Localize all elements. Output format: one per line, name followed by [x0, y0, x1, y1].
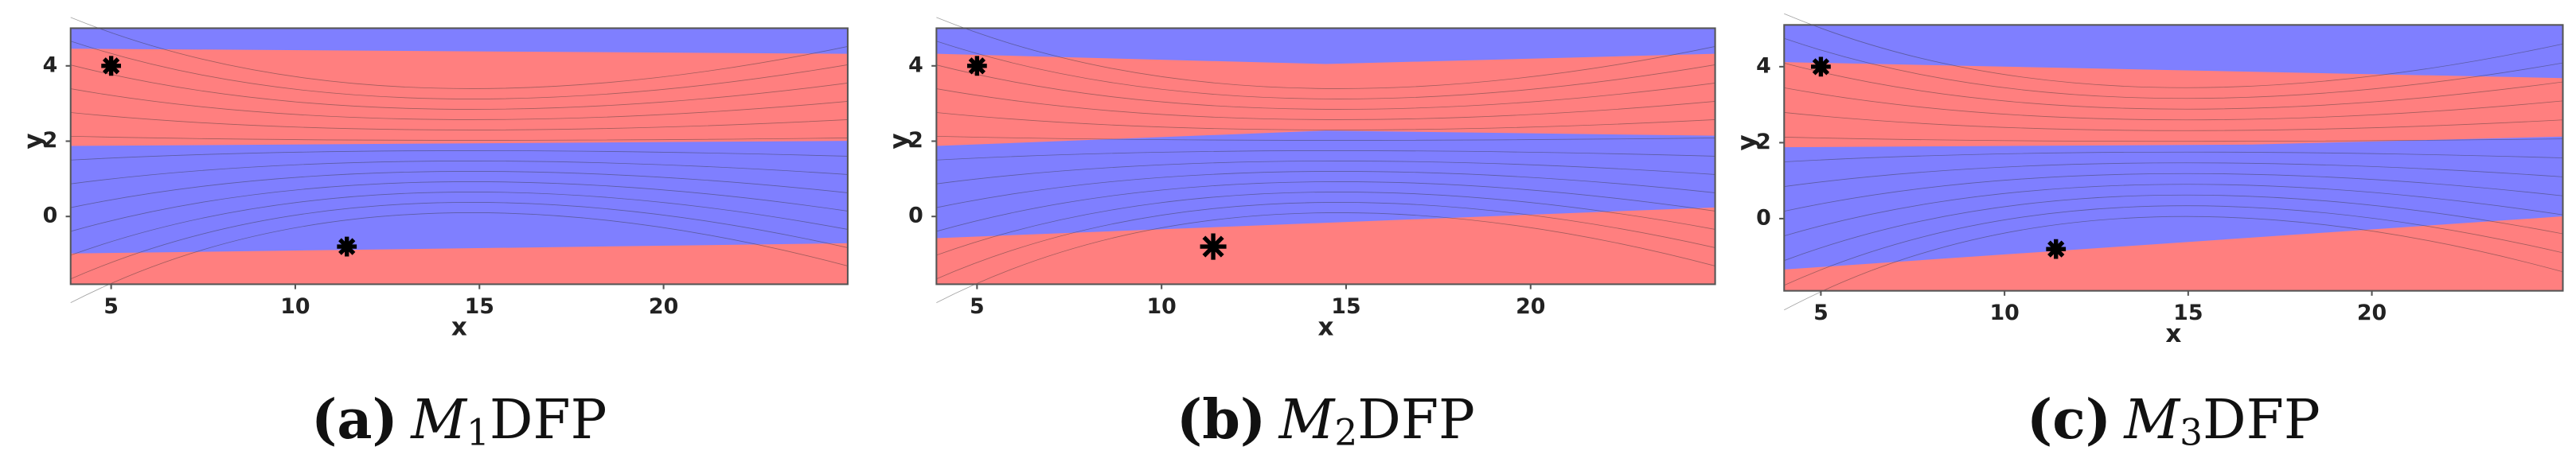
plot-frame: [1783, 24, 2564, 292]
contour-line: [70, 112, 848, 130]
caption-suffix: DFP: [1357, 388, 1475, 451]
caption: (c) M3DFP: [2027, 387, 2320, 453]
y-tick-label: 0: [1756, 205, 1771, 230]
caption-symbol: M: [1278, 388, 1337, 451]
x-tick-label: 15: [2173, 301, 2203, 325]
contour-line: [936, 17, 1715, 89]
contour-line: [936, 112, 1715, 130]
contour-line: [1784, 205, 2563, 286]
caption-suffix: DFP: [2203, 388, 2320, 451]
caption-suffix: DFP: [490, 388, 607, 451]
contour-line: [70, 192, 848, 256]
caption-label: (a): [311, 387, 398, 451]
contour-line: [70, 212, 849, 304]
contour-line: [936, 161, 1715, 185]
contour-line: [1784, 13, 2563, 88]
x-tick-label: 5: [970, 294, 985, 319]
contour-line: [936, 88, 1715, 120]
caption: (a) M1DFP: [311, 387, 607, 453]
contour-line: [1784, 151, 2563, 162]
contour-line: [936, 212, 1715, 304]
basin-region: [1784, 216, 2563, 291]
caption-subscript: 2: [1334, 411, 1357, 453]
y-tick-label: 2: [908, 128, 923, 153]
contour-line: [70, 135, 848, 141]
contour-line: [1784, 37, 2563, 99]
contour-line: [936, 41, 1715, 99]
y-tick-label: 4: [908, 52, 923, 77]
y-tick-label: 2: [1756, 130, 1771, 154]
contour-line: [1784, 137, 2563, 142]
contour-line: [1784, 87, 2563, 121]
contour-line: [70, 17, 848, 89]
root-marker: [1811, 56, 1831, 77]
basin-region: [1784, 62, 2563, 148]
contour-line: [70, 202, 848, 280]
x-axis-label: x: [1317, 313, 1333, 342]
contour-line: [936, 171, 1715, 208]
caption-label: (b): [1177, 387, 1266, 451]
caption-subscript: 1: [466, 411, 490, 453]
contour-line: [70, 88, 848, 120]
contour-line: [70, 64, 848, 110]
root-marker: [2046, 239, 2067, 259]
caption-symbol: M: [409, 388, 468, 451]
contour-line: [1784, 194, 2563, 262]
contour-line: [70, 171, 848, 208]
y-tick-label: 0: [43, 204, 58, 228]
x-tick-label: 5: [103, 294, 119, 319]
x-tick-label: 10: [280, 294, 310, 319]
plot-frame: [935, 27, 1716, 285]
contour-line: [1784, 173, 2563, 212]
y-tick-label: 2: [43, 128, 58, 153]
x-tick-label: 5: [1813, 301, 1829, 325]
basin-region: [70, 49, 848, 146]
caption-label: (c): [2027, 387, 2111, 451]
contour-line: [936, 150, 1715, 161]
x-tick-label: 20: [1516, 294, 1545, 319]
contour-line: [936, 192, 1715, 256]
y-tick-label: 0: [908, 204, 923, 228]
contour-line: [1784, 162, 2563, 187]
contour-line: [936, 202, 1715, 280]
basin-region: [936, 207, 1715, 285]
basin-region: [936, 53, 1715, 146]
contour-line: [936, 181, 1715, 232]
caption-symbol: M: [2122, 388, 2181, 451]
x-tick-label: 10: [1147, 294, 1177, 319]
contour-line: [70, 161, 848, 185]
x-tick-label: 20: [2357, 301, 2387, 325]
plot-frame: [69, 27, 849, 285]
x-tick-label: 15: [465, 294, 494, 319]
root-marker: [101, 56, 122, 76]
y-axis-label: y: [884, 133, 913, 149]
contour-line: [70, 41, 848, 99]
contour-line: [1784, 112, 2563, 131]
x-axis-label: x: [2165, 320, 2181, 348]
caption: (b) M2DFP: [1177, 387, 1475, 453]
y-tick-label: 4: [43, 52, 58, 77]
contour-line: [1784, 184, 2563, 237]
contour-line: [1784, 216, 2563, 311]
root-marker: [337, 236, 357, 257]
x-tick-label: 10: [1989, 301, 2019, 325]
x-tick-label: 15: [1331, 294, 1360, 319]
root-marker: [1200, 233, 1227, 260]
contour-line: [936, 64, 1715, 110]
contour-line: [70, 150, 848, 161]
caption-subscript: 3: [2180, 411, 2203, 453]
y-tick-label: 4: [1756, 53, 1771, 78]
x-axis-label: x: [451, 313, 467, 342]
contour-line: [936, 135, 1715, 141]
x-tick-label: 20: [649, 294, 678, 319]
contour-line: [70, 181, 848, 232]
root-marker: [966, 56, 987, 76]
contour-line: [1784, 62, 2563, 110]
y-axis-label: y: [19, 133, 48, 149]
y-axis-label: y: [1732, 134, 1761, 150]
basin-region: [70, 243, 848, 285]
